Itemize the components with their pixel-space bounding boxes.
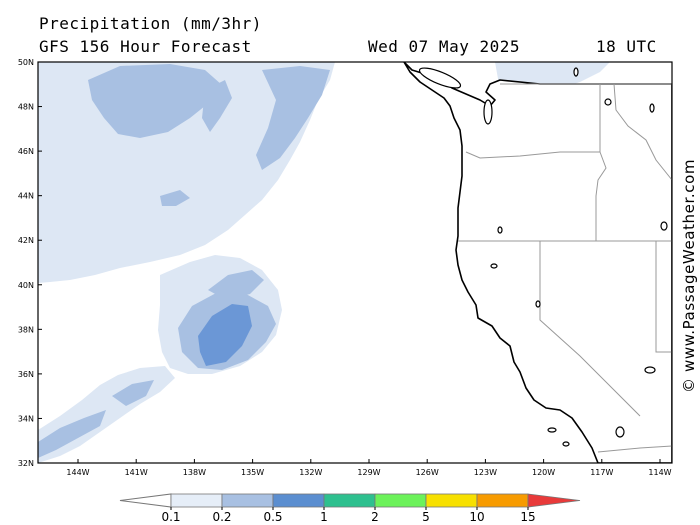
colorbar-label: 1 (320, 510, 328, 524)
oregon-lake (497, 226, 503, 234)
colorbar-segment (221, 493, 274, 508)
lat-label: 32N (18, 459, 34, 468)
lat-label: 48N (18, 103, 34, 112)
lon-label: 132W (299, 468, 322, 477)
colorbar-label: 2 (371, 510, 379, 524)
border-az-nv (655, 241, 672, 353)
colorbar-segment (476, 493, 529, 508)
coastal-features (418, 67, 668, 447)
watermark-text: © www.PassageWeather.com (680, 159, 698, 393)
precip-mid-southwest (38, 410, 106, 458)
lon-label: 126W (416, 468, 439, 477)
colorbar-label: 0.2 (212, 510, 231, 524)
colorbar-label: 10 (469, 510, 484, 524)
lat-label: 36N (18, 370, 34, 379)
bc-lake (573, 67, 579, 77)
colorbar-segment (170, 493, 223, 508)
forecast-time: 18 UTC (596, 37, 657, 56)
latitude-axis: 50N 48N 46N 44N 42N 40N 38N 36N 34N 32N (18, 58, 42, 468)
colorbar-label: 0.5 (263, 510, 282, 524)
border-nv-ca (539, 241, 641, 417)
channel-island-2 (562, 441, 570, 447)
precip-mid-band-small (202, 80, 232, 132)
land-west-coast (403, 62, 672, 463)
precip-mid-strip (208, 270, 264, 300)
political-borders (458, 83, 672, 453)
utah-lake (660, 221, 668, 231)
precip-mid-patch (160, 190, 190, 206)
lat-label: 50N (18, 58, 34, 67)
lon-label: 141W (125, 468, 148, 477)
forecast-date: Wed 07 May 2025 (368, 37, 520, 56)
colorbar-segment (374, 493, 427, 508)
border-wa-or (465, 151, 600, 159)
precip-heavy-central (198, 304, 252, 366)
salton-sea (615, 426, 625, 438)
lake-tahoe (535, 300, 541, 308)
colorbar-segment (272, 493, 325, 508)
precip-mid-north (88, 64, 222, 138)
colorbar-label: 5 (422, 510, 430, 524)
forecast-subtitle: GFS 156 Hour Forecast (39, 37, 252, 56)
map-body (38, 62, 672, 463)
border-mexico (597, 445, 672, 453)
lat-label: 40N (18, 281, 34, 290)
map-frame (37, 61, 673, 464)
lat-label: 42N (18, 236, 34, 245)
ca-lake (490, 263, 498, 269)
map-title: Precipitation (mm/3hr) (39, 14, 262, 33)
lon-label: 120W (532, 468, 555, 477)
lat-label: 38N (18, 325, 34, 334)
idaho-lake (604, 98, 612, 106)
border-id-mt (613, 83, 672, 181)
colorbar-label: 15 (520, 510, 535, 524)
longitude-axis: 144W 141W 138W 135W 132W 129W 126W 123W 120W 117W… (66, 459, 672, 477)
lon-label: 114W (648, 468, 671, 477)
lat-label: 44N (18, 192, 34, 201)
vancouver-island (418, 67, 462, 89)
lon-label: 135W (241, 468, 264, 477)
lon-label: 138W (183, 468, 206, 477)
precip-heavy-areas (198, 304, 252, 366)
colorbar-label: 0.1 (161, 510, 180, 524)
lon-label: 123W (474, 468, 497, 477)
colorbar-high-arrow (527, 493, 581, 508)
colorbar-segment (425, 493, 478, 508)
lon-label: 129W (357, 468, 380, 477)
colorbar-low-arrow (119, 493, 172, 508)
precip-mid-southwest-2 (112, 380, 154, 406)
precip-mid-band-east (256, 66, 330, 170)
channel-island-1 (547, 427, 557, 433)
lat-label: 46N (18, 147, 34, 156)
lat-label: 34N (18, 414, 34, 423)
border-or-id (595, 151, 607, 241)
lake-mead (644, 366, 656, 374)
lon-label: 117W (590, 468, 613, 477)
watermark: © www.PassageWeather.com (680, 159, 698, 393)
lon-label: 144W (66, 468, 89, 477)
precipitation-colorbar: 0.1 0.2 0.5 1 2 5 10 15 (119, 493, 581, 524)
colorbar-segment (323, 493, 376, 508)
montana-lake (649, 103, 655, 113)
puget-sound (483, 99, 493, 125)
